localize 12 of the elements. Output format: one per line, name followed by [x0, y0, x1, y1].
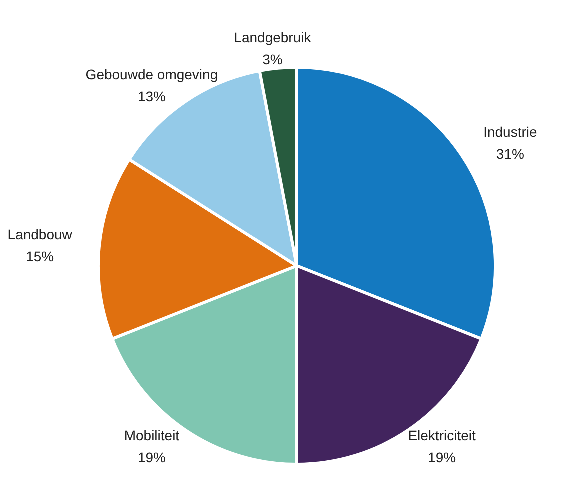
slice-label: Mobiliteit [124, 427, 180, 444]
slice-label: Landbouw [8, 226, 74, 242]
slice-label: Industrie [484, 124, 538, 140]
data-label: 3% [262, 51, 283, 68]
data-label: 31% [496, 146, 524, 162]
data-label: 19% [428, 449, 456, 466]
data-label: 19% [138, 449, 166, 466]
slice-label: Elektriciteit [408, 427, 476, 444]
data-label: 15% [26, 248, 54, 264]
slice-label: Gebouwde omgeving [86, 66, 218, 82]
data-label: 13% [138, 88, 166, 104]
slice-label: Landgebruik [234, 29, 312, 46]
